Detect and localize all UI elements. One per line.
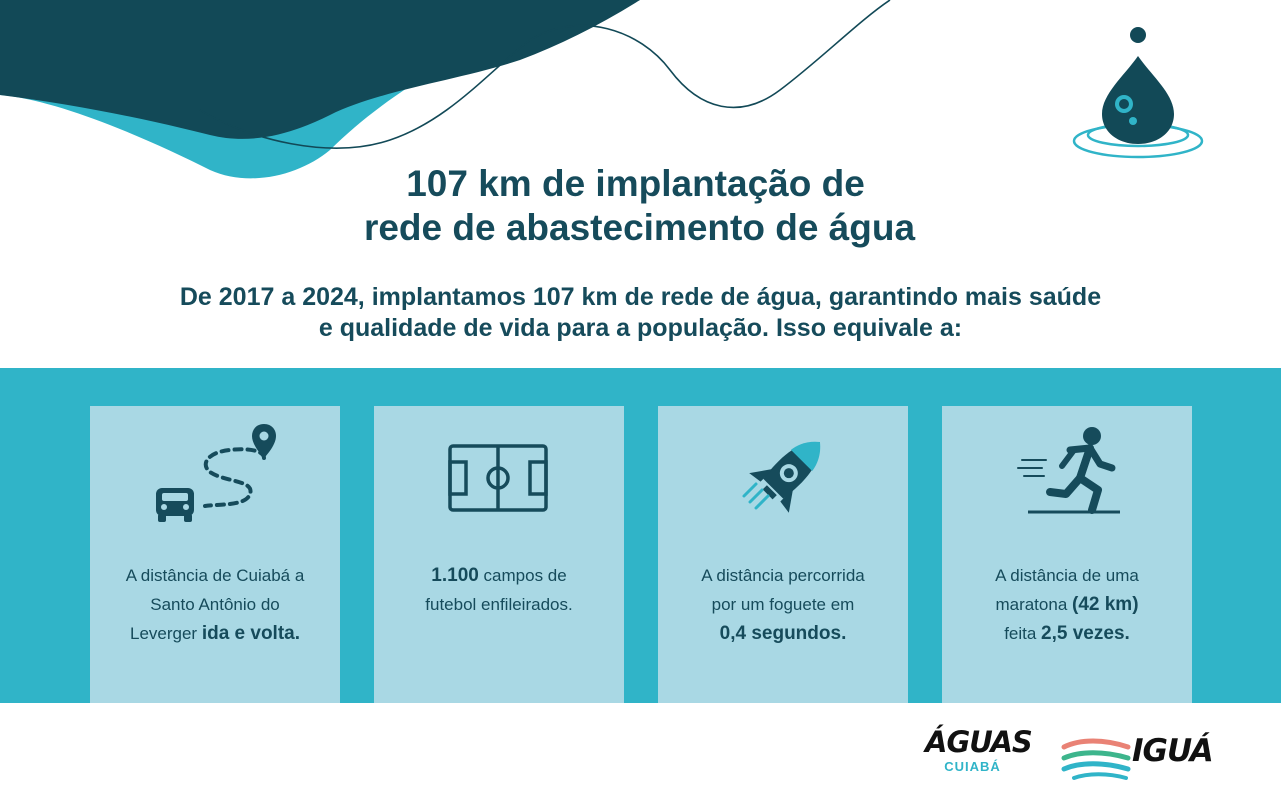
- card-runner: A distância de uma maratona (42 km) feit…: [942, 406, 1192, 703]
- card-runner-text: A distância de uma maratona (42 km) feit…: [952, 561, 1182, 648]
- card-car-route-line3: Leverger: [129, 624, 202, 643]
- page-title-line2: rede de abastecimento de água: [363, 207, 916, 248]
- card-soccer-field: 1.100 campos de futebol enfileirados.: [374, 406, 624, 703]
- card-rocket-highlight: 0,4 segundos.: [719, 623, 847, 644]
- igua-logo-word: IGUÁ: [1132, 733, 1214, 769]
- intro-line1: De 2017 a 2024, implantamos 107 km de re…: [179, 283, 1102, 311]
- card-runner-line3: feita: [1004, 624, 1042, 643]
- card-rocket-text: A distância percorrida por um foguete em…: [668, 561, 898, 648]
- page-title: 107 km de implantação de rede de abastec…: [0, 162, 1281, 250]
- igua-logo: IGUÁ: [1060, 731, 1214, 783]
- aguas-cuiaba-logo: ÁGUAS CUIABÁ: [925, 725, 1033, 787]
- aguas-logo-main: ÁGUAS: [925, 725, 1033, 759]
- card-rocket-line1: A distância percorrida: [701, 566, 865, 585]
- water-drop-icon: [1072, 27, 1204, 159]
- igua-waves-icon: [1061, 738, 1131, 780]
- rocket-icon: [742, 441, 821, 513]
- card-soccer-field-value: 1.100: [431, 565, 479, 586]
- card-car-route-line2: Santo Antônio do: [150, 595, 280, 614]
- card-runner-distance: (42 km): [1072, 594, 1139, 615]
- car-route-icon: [156, 424, 276, 522]
- card-runner-times: 2,5 vezes.: [1041, 623, 1130, 644]
- aguas-logo-sub: CUIABÁ: [944, 759, 1001, 774]
- runner-icon: [1017, 427, 1120, 514]
- card-rocket-line2: por um foguete em: [711, 595, 855, 614]
- card-car-route: A distância de Cuiabá a Santo Antônio do…: [90, 406, 340, 703]
- card-car-route-highlight: ida e volta.: [201, 623, 301, 644]
- soccer-field-icon: [448, 444, 548, 512]
- equivalence-band: A distância de Cuiabá a Santo Antônio do…: [0, 368, 1281, 703]
- card-car-route-line1: A distância de Cuiabá a: [125, 566, 305, 585]
- page-title-line1: 107 km de implantação de: [406, 163, 865, 204]
- card-runner-line2: maratona: [995, 595, 1072, 614]
- footer-logos: ÁGUAS CUIABÁ IGUÁ: [0, 703, 1281, 801]
- card-soccer-field-line2: futebol enfileirados.: [425, 595, 573, 614]
- card-car-route-text: A distância de Cuiabá a Santo Antônio do…: [100, 561, 330, 648]
- card-soccer-field-line1: campos de: [478, 566, 567, 585]
- intro-line2: e qualidade de vida para a população. Is…: [318, 314, 963, 342]
- card-runner-line1: A distância de uma: [995, 566, 1139, 585]
- card-rocket: A distância percorrida por um foguete em…: [658, 406, 908, 703]
- header-waves: [0, 0, 891, 179]
- intro-text: De 2017 a 2024, implantamos 107 km de re…: [0, 282, 1281, 344]
- card-soccer-field-text: 1.100 campos de futebol enfileirados.: [384, 561, 614, 619]
